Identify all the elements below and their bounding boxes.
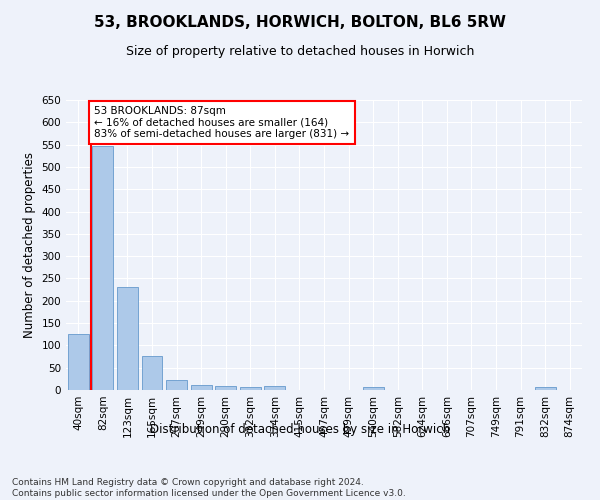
Bar [68,334,89,390]
Bar [240,388,261,390]
Text: 53 BROOKLANDS: 87sqm
← 16% of detached houses are smaller (164)
83% of semi-deta: 53 BROOKLANDS: 87sqm ← 16% of detached h… [94,106,349,139]
Bar [362,388,383,390]
Bar [191,384,212,390]
Bar [215,386,236,390]
Bar [92,146,113,390]
Text: Contains HM Land Registry data © Crown copyright and database right 2024.
Contai: Contains HM Land Registry data © Crown c… [12,478,406,498]
Bar [142,356,163,390]
Text: 53, BROOKLANDS, HORWICH, BOLTON, BL6 5RW: 53, BROOKLANDS, HORWICH, BOLTON, BL6 5RW [94,15,506,30]
Text: Size of property relative to detached houses in Horwich: Size of property relative to detached ho… [126,45,474,58]
Bar [117,288,138,390]
Y-axis label: Number of detached properties: Number of detached properties [23,152,36,338]
Bar [166,380,187,390]
Text: Distribution of detached houses by size in Horwich: Distribution of detached houses by size … [150,422,450,436]
Bar [535,388,556,390]
Bar [265,386,286,390]
